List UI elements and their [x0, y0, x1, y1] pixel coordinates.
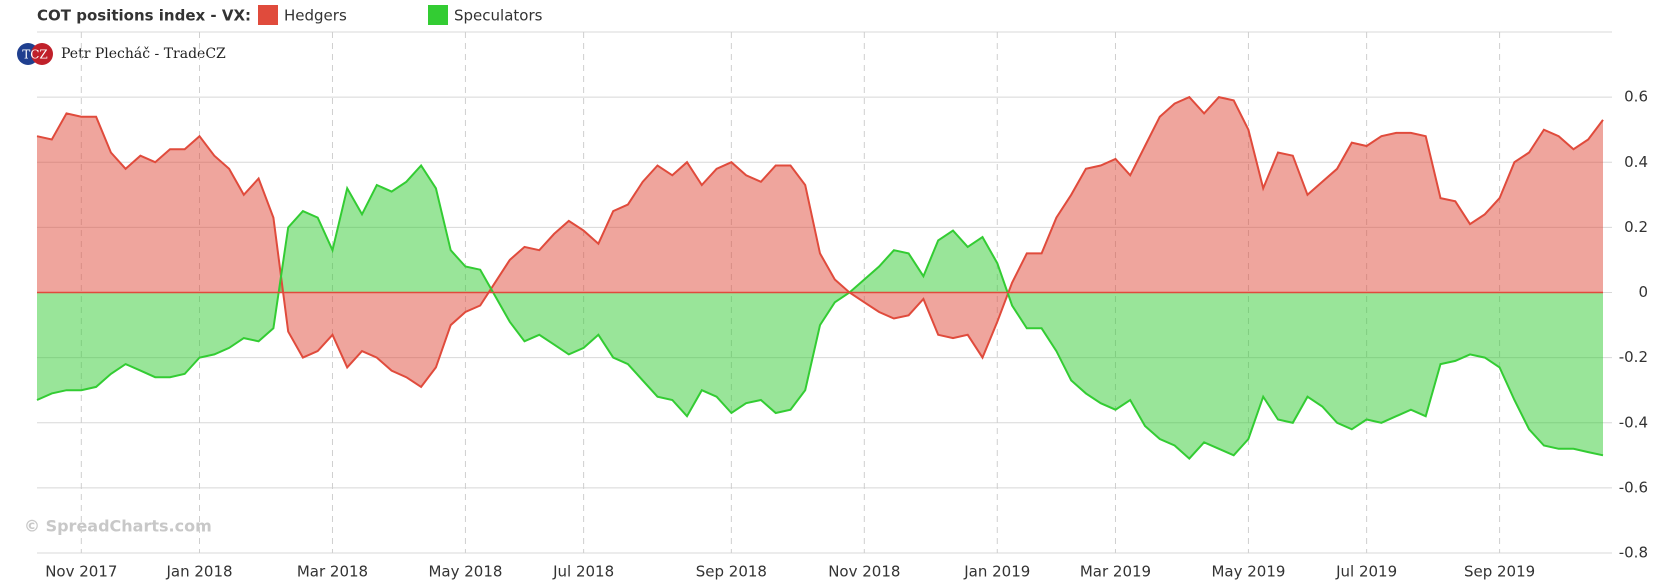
x-tick-label: Jan 2018 — [165, 563, 232, 581]
x-tick-label: Mar 2018 — [297, 563, 368, 581]
y-tick-label: -0.4 — [1619, 413, 1648, 431]
x-tick-label: Jan 2019 — [963, 563, 1030, 581]
series-line — [36, 95, 1604, 389]
watermark: © SpreadCharts.com — [24, 517, 212, 536]
x-tick-label: Nov 2018 — [828, 563, 900, 581]
legend-swatch — [258, 5, 278, 25]
x-tick-label: Sep 2019 — [1464, 563, 1535, 581]
y-tick-label: 0.4 — [1624, 153, 1648, 171]
logo-text: TCZ — [22, 48, 48, 62]
area-fill — [37, 165, 1603, 459]
author: Petr Plecháč - TradeCZ — [61, 46, 226, 62]
legend-label: Speculators — [454, 7, 543, 25]
y-tick-label: -0.6 — [1619, 478, 1648, 496]
x-tick-label: Nov 2017 — [45, 563, 117, 581]
logo: TCZ — [17, 43, 53, 65]
chart-title: COT positions index - VX: — [37, 7, 251, 25]
x-tick-label: Jul 2019 — [1335, 563, 1397, 581]
x-tick-label: Jul 2018 — [552, 563, 614, 581]
y-tick-label: -0.8 — [1619, 544, 1648, 562]
legend-swatch — [428, 5, 448, 25]
x-tick-label: May 2019 — [1211, 563, 1285, 581]
y-tick-label: 0.2 — [1624, 218, 1648, 236]
series-line — [36, 163, 1604, 461]
x-tick-label: May 2018 — [428, 563, 502, 581]
y-tick-label: 0 — [1638, 283, 1648, 301]
y-tick-label: -0.2 — [1619, 348, 1648, 366]
area-fill — [37, 97, 1603, 387]
y-tick-label: 0.6 — [1624, 88, 1648, 106]
legend-label: Hedgers — [284, 7, 347, 25]
x-tick-label: Mar 2019 — [1080, 563, 1151, 581]
x-tick-label: Sep 2018 — [696, 563, 767, 581]
